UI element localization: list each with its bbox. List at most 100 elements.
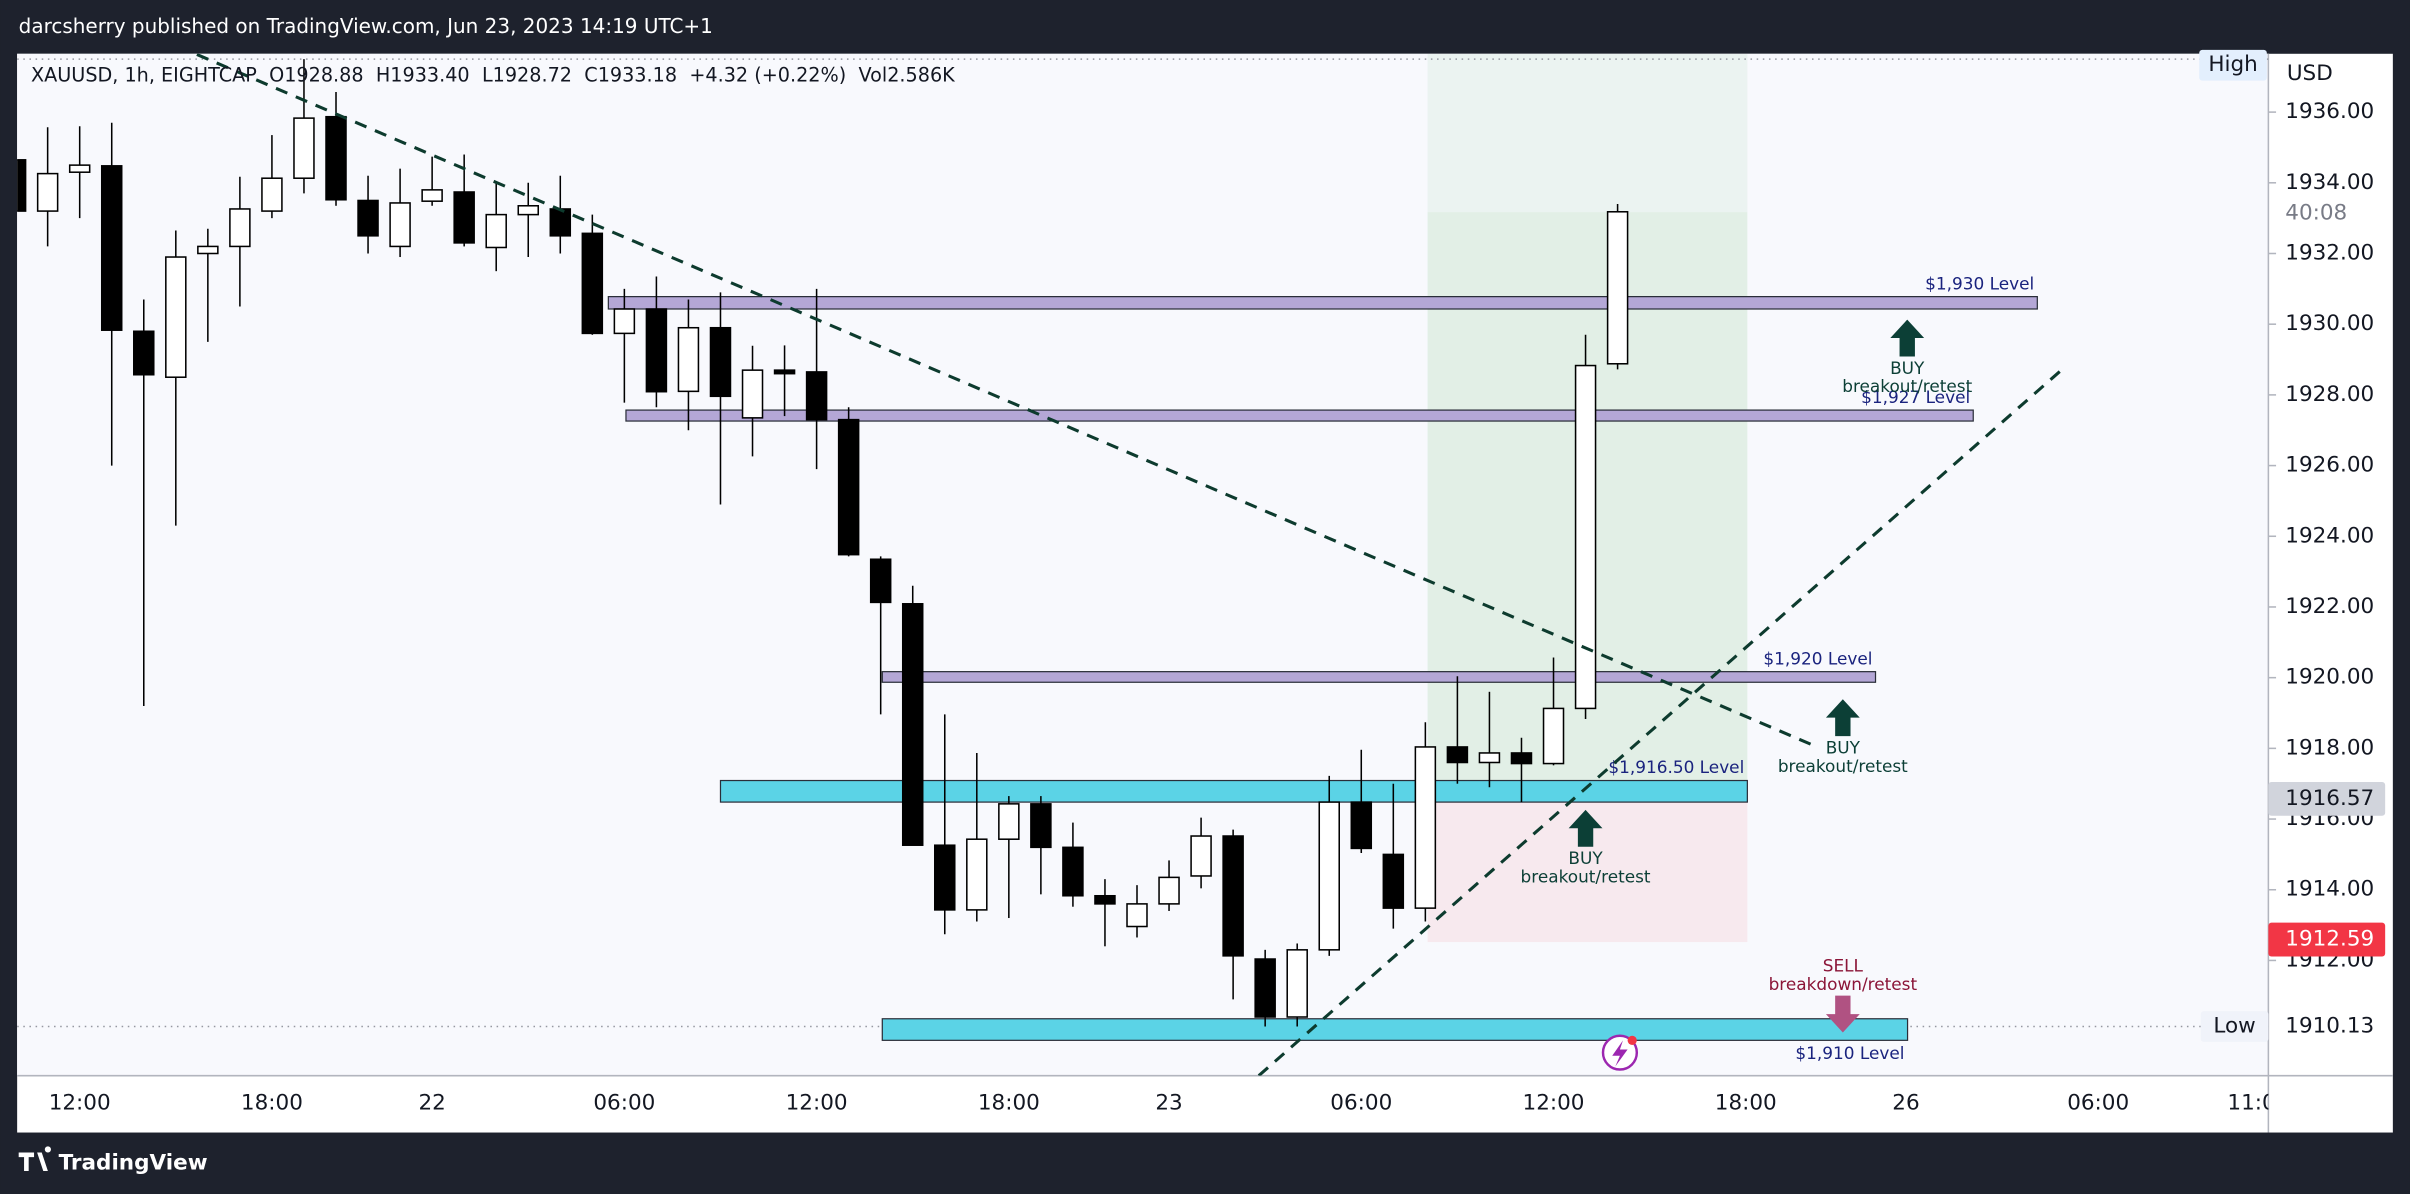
candle-body bbox=[677, 326, 700, 393]
high-badge bbox=[2199, 49, 2267, 81]
legend-item: Vol2.586K bbox=[859, 63, 956, 86]
level-band bbox=[607, 296, 2038, 310]
level-band bbox=[719, 779, 1748, 803]
signal-sublabel: breakout/retest bbox=[1521, 866, 1651, 886]
candle-body bbox=[229, 208, 251, 248]
y-tick-label: 1926.00 bbox=[2285, 453, 2374, 478]
x-tick-label: 06:00 bbox=[593, 1090, 655, 1115]
x-tick-label: 06:00 bbox=[2067, 1090, 2129, 1115]
candle-body bbox=[1510, 752, 1533, 765]
candle-body bbox=[1414, 746, 1437, 909]
x-tick-label: 18:00 bbox=[1715, 1090, 1777, 1115]
x-tick-label: 12:00 bbox=[49, 1090, 111, 1115]
signal-arrow bbox=[1568, 809, 1603, 847]
level-band bbox=[881, 1018, 1909, 1041]
signal-sublabel: breakout/retest bbox=[1842, 376, 1972, 396]
low-label: Low bbox=[2213, 1014, 2255, 1039]
candle-body bbox=[998, 803, 1020, 840]
candle-body bbox=[133, 330, 155, 376]
high-label: High bbox=[2208, 52, 2257, 77]
legend-item: +4.32 (+0.22%) bbox=[689, 63, 846, 86]
x-tick-label: 23 bbox=[1155, 1090, 1182, 1115]
overlay: 1912.001914.001916.001918.001920.001922.… bbox=[2199, 49, 2386, 1042]
signal-label: SELL bbox=[1823, 955, 1864, 975]
candle-body bbox=[1126, 903, 1148, 928]
candle-body bbox=[966, 838, 988, 911]
y-tick-label: 1924.00 bbox=[2285, 523, 2374, 548]
trend-line bbox=[191, 53, 1814, 747]
signal-label: BUY bbox=[1826, 737, 1861, 757]
candle-body bbox=[17, 159, 27, 212]
level-label: $1,910 Level bbox=[1795, 1043, 1904, 1063]
candle-body bbox=[741, 369, 764, 419]
candle-body bbox=[357, 199, 379, 237]
candle-body bbox=[36, 172, 59, 212]
y-tick-label: 1918.00 bbox=[2285, 735, 2374, 760]
legend-item: C1933.18 bbox=[584, 63, 677, 86]
candle-body bbox=[1254, 958, 1276, 1018]
level-label: $1,920 Level bbox=[1763, 648, 1872, 668]
y-tick-label: 1936.00 bbox=[2285, 99, 2374, 124]
candle-body bbox=[100, 165, 123, 331]
y-tick-label: 1914.00 bbox=[2285, 877, 2374, 902]
brand-name: TradingView bbox=[59, 1150, 208, 1175]
candle-body bbox=[1478, 752, 1501, 764]
y-tick-label: 1922.00 bbox=[2285, 594, 2374, 619]
signal-sublabel: breakout/retest bbox=[1778, 756, 1908, 776]
candle-body bbox=[1222, 835, 1244, 957]
candle-body bbox=[1350, 801, 1373, 850]
legend: XAUUSD, 1h, EIGHTCAP O1928.88 H1933.40 L192… bbox=[31, 63, 955, 86]
candle-body bbox=[549, 208, 572, 237]
y-tick-label: 1930.00 bbox=[2285, 311, 2374, 336]
candle-body bbox=[1030, 803, 1052, 849]
candle-body bbox=[1542, 707, 1565, 765]
legend-item: XAUUSD, 1h, EIGHTCAP bbox=[31, 63, 257, 86]
candle-body bbox=[901, 603, 924, 846]
candle-body bbox=[869, 558, 892, 604]
y-tick-label: 1934.00 bbox=[2285, 170, 2374, 195]
plot-area: $1,930 Level $1,927 Level $1,920 Level $1,9… bbox=[17, 53, 2269, 1076]
signal-arrow bbox=[1825, 699, 1860, 737]
alert-icon-bolt bbox=[1612, 1040, 1628, 1067]
signal-arrow bbox=[1825, 995, 1860, 1033]
price-tag bbox=[2268, 922, 2386, 957]
brand-logo bbox=[18, 1146, 51, 1171]
candle-body bbox=[773, 369, 796, 375]
candle-body bbox=[68, 164, 91, 173]
candle-body bbox=[165, 256, 187, 378]
level-label: $1,927 Level bbox=[1861, 387, 1970, 407]
x-tick-label: 12:00 bbox=[786, 1090, 848, 1115]
candle-body bbox=[517, 205, 540, 216]
candle-body bbox=[1606, 211, 1629, 365]
candle-body bbox=[485, 213, 507, 249]
signal-sublabel: breakdown/retest bbox=[1769, 974, 1918, 994]
currency-label: USD bbox=[2287, 61, 2333, 86]
candle-body bbox=[1094, 894, 1116, 905]
candle-body bbox=[709, 326, 732, 398]
signal-label: BUY bbox=[1890, 358, 1925, 378]
candle-body bbox=[453, 191, 475, 244]
y-tick-label: 1932.00 bbox=[2285, 240, 2374, 265]
x-tick-label: 26 bbox=[1892, 1090, 1919, 1115]
candle-body bbox=[293, 117, 315, 179]
candle-body bbox=[613, 308, 636, 335]
candle-body bbox=[197, 245, 219, 255]
low-value: 1910.13 bbox=[2285, 1014, 2374, 1039]
candle-body bbox=[581, 232, 604, 335]
level-band bbox=[881, 671, 1877, 683]
candle-body bbox=[1286, 949, 1308, 1018]
candle-body bbox=[421, 189, 443, 202]
candle-body bbox=[1158, 876, 1180, 905]
price-tag-label: 1916.57 bbox=[2285, 786, 2374, 811]
candle-body bbox=[1190, 835, 1212, 877]
time-axis: 12:00 18:00 22 06:00 12:00 18:00 23 06:00 12:00 1… bbox=[49, 1090, 2289, 1115]
y-tick-label: 1928.00 bbox=[2285, 382, 2374, 407]
alert-dot bbox=[1627, 1035, 1637, 1045]
candle-body bbox=[389, 202, 411, 248]
x-tick-label: 12:00 bbox=[1523, 1090, 1585, 1115]
candle-body bbox=[325, 115, 347, 201]
level-label: $1,916.50 Level bbox=[1608, 757, 1744, 777]
x-tick-label: 11:00 bbox=[2227, 1090, 2289, 1115]
price-tag bbox=[2268, 782, 2386, 816]
